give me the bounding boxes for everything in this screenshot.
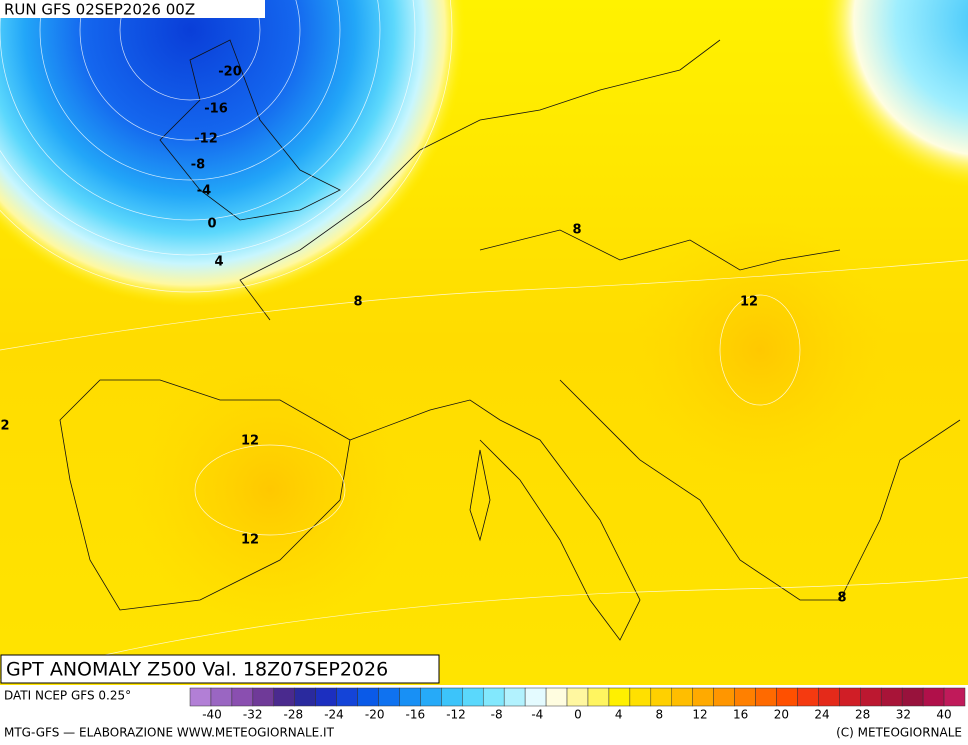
contour-label: 0 (207, 217, 216, 232)
colorbar-swatch (315, 687, 337, 707)
colorbar-swatch (420, 687, 442, 707)
colorbar-swatch (776, 687, 798, 707)
map-title: GPT ANOMALY Z500 Val. 18Z07SEP2026 (6, 659, 388, 681)
colorbar-tick-label: -4 (531, 708, 543, 722)
colorbar-tick-label: -28 (284, 708, 304, 722)
colorbar-swatch (545, 687, 568, 707)
colorbar-tick-label: -20 (365, 708, 385, 722)
contour-label: -4 (197, 184, 211, 199)
colorbar-swatch (713, 687, 735, 707)
coastlines (59, 39, 961, 641)
colorbar-tick-label: 16 (733, 708, 748, 722)
colorbar-swatch (629, 687, 652, 707)
source-label: DATI NCEP GFS 0.25° (4, 689, 131, 703)
colorbar-tick-label: 28 (855, 708, 870, 722)
contour-label: 12 (740, 295, 758, 310)
contour-label: 8 (572, 223, 581, 238)
colorbar-tick-label: -40 (202, 708, 222, 722)
colorbar-tick-label: 12 (692, 708, 707, 722)
map: -20 -16 -12 -8 -4 0 4 8 8 12 12 12 2 8 (0, 0, 968, 685)
colorbar-swatch (922, 687, 945, 707)
run-label: RUN GFS 02SEP2026 00Z (4, 1, 195, 19)
colorbar-swatch (462, 687, 484, 707)
colorbar-swatch (336, 687, 358, 707)
colorbar-swatch (524, 687, 547, 707)
colorbar-tick-label: 20 (774, 708, 789, 722)
colorbar-swatch (943, 687, 966, 707)
colorbar-tick-label: 4 (615, 708, 623, 722)
colorbar-swatch (671, 687, 693, 707)
colorbar-swatch (231, 687, 254, 707)
title-box (0, 654, 440, 684)
colorbar-tick-label: -32 (243, 708, 263, 722)
colorbar-swatch (587, 687, 610, 707)
footer-left: MTG-GFS — ELABORAZIONE WWW.METEOGIORNALE… (4, 726, 335, 740)
contour-label: 12 (241, 533, 259, 548)
colorbar-tick-label: -12 (446, 708, 466, 722)
contour-label: -12 (194, 132, 218, 147)
colorbar-swatch (294, 687, 316, 707)
colorbar-swatch (839, 687, 861, 707)
colorbar-swatch (818, 687, 840, 707)
colorbar-swatch (378, 687, 400, 707)
colorbar-swatch (399, 687, 421, 707)
colorbar-swatch (797, 687, 819, 707)
colorbar-tick-label: 8 (656, 708, 664, 722)
colorbar-tick-label: 24 (814, 708, 829, 722)
colorbar-tick-label: 40 (936, 708, 951, 722)
footer-right: (C) METEOGIORNALE (836, 726, 962, 740)
colorbar-swatch (566, 687, 589, 707)
contour-label: 8 (353, 295, 362, 310)
contour-label: 2 (0, 419, 9, 434)
contour-label: -20 (218, 65, 242, 80)
colorbar-swatch (482, 687, 505, 707)
colorbar-swatch (880, 687, 903, 707)
colorbar-swatch (503, 687, 526, 707)
colorbar-tick-label: 0 (574, 708, 582, 722)
colorbar-tick-label: -24 (324, 708, 344, 722)
isolines (0, 0, 968, 680)
colorbar-tick-label: -16 (406, 708, 426, 722)
colorbar-swatch (273, 687, 295, 707)
colorbar-swatch (692, 687, 714, 707)
colorbar-swatch (650, 687, 673, 707)
header-box (0, 0, 265, 18)
colorbar-swatch (860, 687, 882, 707)
colorbar: -40 -32 -28 -24 -20 -16 -12 -8 -4 0 4 8 12 16 20 24 28 32… (189, 687, 966, 722)
colorbar-swatch (734, 687, 756, 707)
colorbar-swatch (252, 687, 275, 707)
contour-label: 8 (837, 591, 846, 606)
contour-label: 4 (214, 255, 223, 270)
colorbar-swatch (441, 687, 463, 707)
colorbar-tick-label: -8 (491, 708, 503, 722)
colorbar-swatch (901, 687, 924, 707)
colorbar-swatch (189, 687, 212, 707)
contour-label: -8 (191, 158, 205, 173)
colorbar-swatch (755, 687, 777, 707)
colorbar-swatch (210, 687, 233, 707)
colorbar-swatch (608, 687, 631, 707)
colorbar-swatch (357, 687, 379, 707)
contour-label: 12 (241, 434, 259, 449)
contour-label: -16 (204, 102, 228, 117)
colorbar-tick-label: 32 (896, 708, 911, 722)
